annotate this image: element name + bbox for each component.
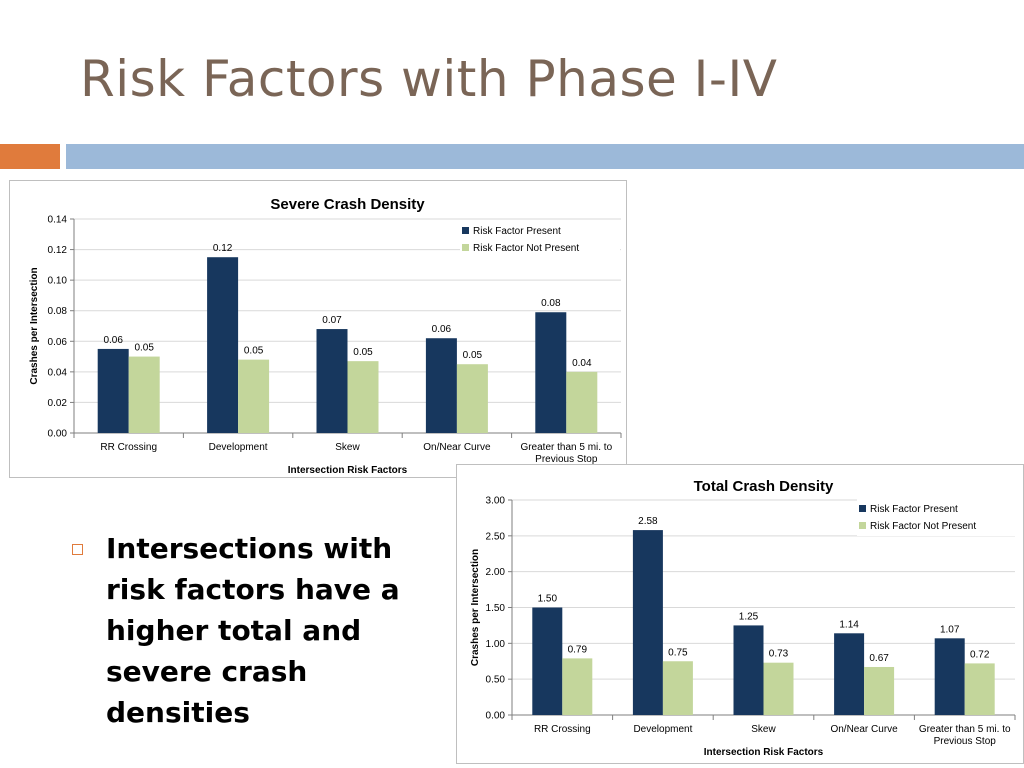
- bar-risk-present: [934, 638, 965, 715]
- severe-crash-density-chart: Severe Crash Density 0.00 0.02 0.04 0.06 0.08…: [9, 180, 627, 478]
- data-label: 0.08: [541, 298, 561, 309]
- bar-risk-not-present: [238, 359, 270, 433]
- data-label: 1.25: [739, 611, 759, 622]
- bar-risk-present: [425, 338, 457, 433]
- data-label: 0.73: [769, 649, 789, 660]
- y-tick-label: 0.02: [48, 398, 68, 409]
- x-category-label: RR Crossing: [100, 442, 157, 453]
- x-category-label: Skew: [335, 442, 360, 453]
- y-axis-title: Crashes per Intersection: [470, 549, 481, 666]
- x-category-label: Development: [633, 724, 692, 735]
- severe-crash-density-svg: Severe Crash Density 0.00 0.02 0.04 0.06 0.08…: [29, 196, 622, 476]
- data-label: 0.04: [572, 358, 592, 369]
- x-axis-title: Intersection Risk Factors: [288, 465, 408, 476]
- accent-bar-blue: [66, 144, 1024, 169]
- y-tick-label: 0.14: [48, 215, 68, 226]
- y-tick-label: 1.50: [486, 603, 506, 614]
- y-tick-label: 0.10: [48, 276, 68, 287]
- bar-risk-not-present: [864, 666, 895, 715]
- x-category-label: Development: [209, 442, 268, 453]
- y-tick-label: 0.04: [48, 367, 68, 378]
- legend-box: [857, 498, 1017, 536]
- data-label: 1.50: [538, 594, 558, 605]
- bar-risk-not-present: [456, 364, 488, 433]
- bar-risk-not-present: [964, 663, 995, 715]
- y-tick-label: 2.00: [486, 567, 506, 578]
- bar-risk-not-present: [347, 361, 379, 433]
- bar-risk-present: [207, 257, 239, 433]
- total-crash-density-chart: Total Crash Density 0.00 0.50 1.00 1.50 2.00 2…: [456, 464, 1024, 764]
- bar-risk-not-present: [128, 356, 160, 433]
- bar-risk-not-present: [566, 371, 598, 433]
- bullet-text: Intersections with risk factors have a h…: [106, 532, 400, 729]
- data-label: 0.67: [869, 653, 889, 664]
- y-tick-label: 0.00: [48, 429, 68, 440]
- legend-box: [460, 220, 620, 258]
- data-label: 0.75: [668, 647, 688, 658]
- total-crash-density-svg: Total Crash Density 0.00 0.50 1.00 1.50 2.00 2…: [470, 478, 1017, 758]
- x-category-label: RR Crossing: [534, 724, 591, 735]
- bar-risk-present: [532, 607, 563, 715]
- x-category-label: Greater than 5 mi. to Previous Stop: [919, 724, 1011, 747]
- bar-risk-present: [834, 633, 865, 715]
- x-category-label: Skew: [751, 724, 776, 735]
- y-tick-label: 0.00: [486, 711, 506, 722]
- y-tick-label: 3.00: [486, 496, 506, 507]
- legend-label: Risk Factor Present: [870, 504, 958, 515]
- x-category-label: On/Near Curve: [423, 442, 491, 453]
- chart-title: Severe Crash Density: [270, 196, 425, 213]
- bar-risk-present: [733, 625, 764, 715]
- chart-title: Total Crash Density: [694, 478, 834, 495]
- accent-bar-orange: [0, 144, 60, 169]
- data-label: 0.06: [103, 335, 123, 346]
- bullet-item: Intersections with risk factors have a h…: [72, 528, 402, 733]
- data-label: 1.14: [839, 619, 859, 630]
- legend-swatch: [462, 244, 469, 251]
- y-tick-label: 1.00: [486, 639, 506, 650]
- y-tick-label: 0.50: [486, 675, 506, 686]
- data-label: 0.05: [353, 347, 373, 358]
- bar-risk-present: [632, 530, 663, 715]
- y-tick-label: 0.08: [48, 306, 68, 317]
- data-label: 0.79: [568, 644, 588, 655]
- y-axis-title: Crashes per Intersection: [29, 267, 40, 384]
- data-label: 0.05: [463, 350, 483, 361]
- legend-label: Risk Factor Present: [473, 226, 561, 237]
- legend-label: Risk Factor Not Present: [870, 521, 976, 532]
- bar-risk-present: [97, 348, 129, 433]
- x-category-label: On/Near Curve: [830, 724, 898, 735]
- legend-swatch: [462, 227, 469, 234]
- bar-risk-not-present: [763, 662, 794, 715]
- data-label: 0.05: [134, 343, 154, 354]
- legend-label: Risk Factor Not Present: [473, 243, 579, 254]
- y-tick-label: 0.06: [48, 337, 68, 348]
- data-label: 0.07: [322, 315, 342, 326]
- data-label: 0.05: [244, 346, 264, 357]
- data-label: 0.12: [213, 243, 233, 254]
- bar-risk-present: [535, 312, 567, 433]
- x-axis-title: Intersection Risk Factors: [704, 747, 824, 758]
- legend-swatch: [859, 505, 866, 512]
- data-label: 0.06: [432, 324, 452, 335]
- bar-risk-not-present: [662, 661, 693, 715]
- data-label: 0.72: [970, 649, 990, 660]
- data-label: 2.58: [638, 516, 658, 527]
- data-label: 1.07: [940, 624, 960, 635]
- bar-risk-present: [316, 329, 348, 433]
- legend-swatch: [859, 522, 866, 529]
- bar-risk-not-present: [562, 658, 593, 715]
- y-tick-label: 0.12: [48, 245, 68, 256]
- slide-title: Risk Factors with Phase I-IV: [80, 50, 778, 108]
- y-tick-label: 2.50: [486, 531, 506, 542]
- bullet-square-icon: [72, 544, 83, 555]
- x-category-label: Greater than 5 mi. to Previous Stop: [520, 442, 612, 465]
